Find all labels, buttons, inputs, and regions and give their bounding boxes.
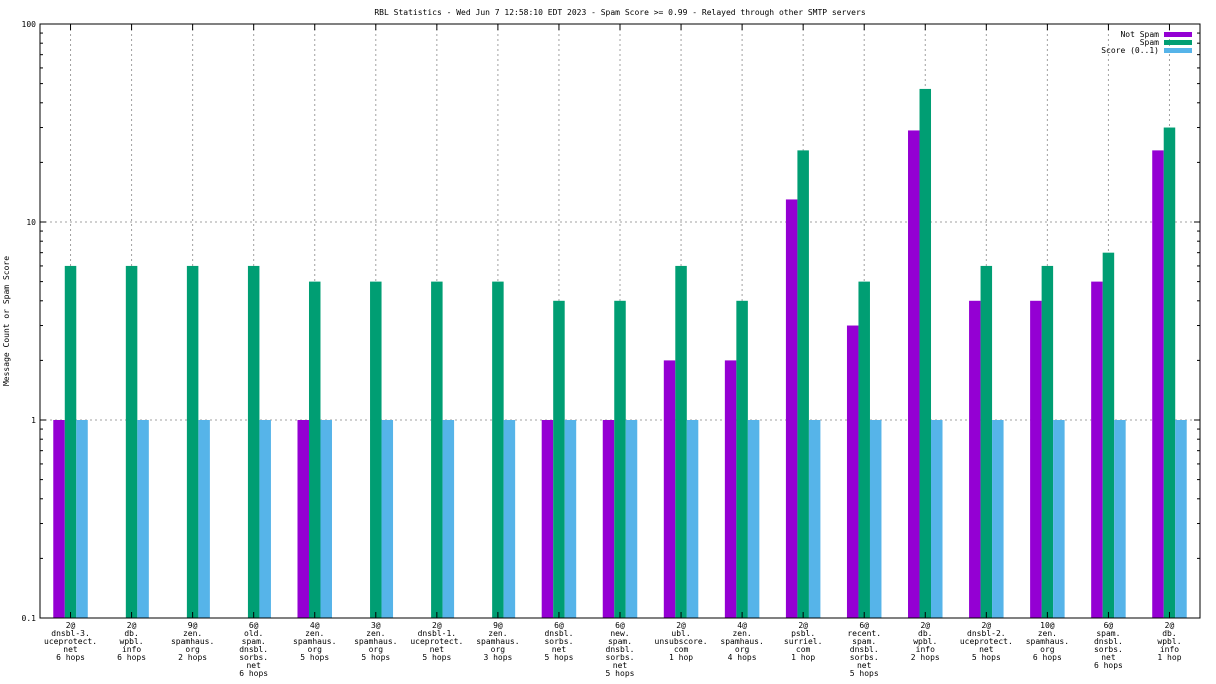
x-tick-label: 6@ recent. spam. dnsbl. sorbs. net 5 hops (847, 621, 881, 678)
bar-spam (1102, 252, 1115, 618)
chart-title: RBL Statistics - Wed Jun 7 12:58:10 EDT … (374, 8, 865, 17)
bar-spam (370, 281, 382, 618)
bar-spam (736, 300, 748, 618)
x-tick-label: 9@ zen. spamhaus. org 3 hops (476, 621, 519, 662)
bar-not-spam (1091, 281, 1103, 618)
y-tick-label: 100 (22, 20, 37, 29)
axes: 0.1 1 10 100 2@ dnsbl-3. uceprotect. net 6 hops 2… (22, 20, 1200, 678)
x-tick-label: 2@ db. wpbl. info 6 hops (117, 621, 146, 662)
bar-spam (1041, 265, 1054, 618)
y-tick-label: 0.1 (22, 614, 37, 623)
bar-not-spam (1030, 300, 1042, 618)
x-tick-label: 9@ zen. spamhaus. org 2 hops (171, 621, 214, 662)
bar-spam (247, 265, 260, 618)
bar-not-spam (53, 420, 65, 618)
bar-score-0-1 (931, 420, 943, 618)
x-tick-label: 2@ dnsbl-1. uceprotect. net 5 hops (410, 621, 463, 662)
bar-score-0-1 (686, 420, 699, 618)
bar-spam (64, 265, 77, 618)
bar-not-spam (297, 420, 309, 618)
bar-spam (492, 281, 504, 618)
x-tick-label: 2@ db. wpbl. info 1 hop (1157, 621, 1181, 662)
bar-not-spam (846, 325, 859, 618)
bar-spam (858, 281, 870, 618)
x-tick-label: 6@ dnsbl. sorbs. net 5 hops (544, 621, 573, 662)
bar-spam (919, 88, 932, 618)
bar-score-0-1 (320, 420, 332, 618)
legend-swatch (1164, 48, 1192, 53)
x-tick-label: 6@ spam. dnsbl. sorbs. net 6 hops (1094, 621, 1123, 670)
bar-score-0-1 (992, 420, 1004, 618)
x-tick-label: 2@ ubl. unsubscore. com 1 hop (655, 621, 708, 662)
bar-not-spam (908, 130, 920, 618)
legend-label: Spam (1140, 38, 1159, 47)
bar-spam (614, 300, 626, 618)
bar-not-spam (785, 199, 798, 618)
y-tick-label: 1 (31, 416, 36, 425)
bar-spam (431, 281, 443, 618)
x-tick-label: 2@ dnsbl-3. uceprotect. net 6 hops (44, 621, 97, 662)
bar-score-0-1 (198, 420, 210, 618)
bar-spam (308, 281, 321, 618)
bar-not-spam (1152, 150, 1164, 619)
bar-score-0-1 (137, 420, 149, 618)
bar-score-0-1 (747, 420, 760, 618)
x-tick-label: 3@ zen. spamhaus. org 5 hops (354, 621, 397, 662)
bar-not-spam (663, 360, 676, 618)
y-tick-label: 10 (26, 218, 36, 227)
bar-not-spam (969, 300, 981, 618)
x-tick-label: 10@ zen. spamhaus. org 6 hops (1026, 621, 1069, 662)
bar-not-spam (602, 420, 615, 618)
legend-swatch (1164, 32, 1192, 37)
bar-score-0-1 (259, 420, 271, 618)
bar-spam (797, 150, 809, 619)
bar-score-0-1 (1053, 420, 1065, 618)
bar-spam (125, 265, 138, 618)
x-tick-label: 6@ new. spam. dnsbl. sorbs. net 5 hops (606, 621, 635, 678)
bar-spam (186, 265, 199, 618)
bar-score-0-1 (442, 420, 455, 618)
bar-score-0-1 (625, 420, 638, 618)
x-tick-label: 2@ dnsbl-2. uceprotect. net 5 hops (960, 621, 1013, 662)
legend-label: Score (0..1) (1101, 46, 1159, 55)
legend-swatch (1164, 40, 1192, 45)
y-axis-label: Message Count or Spam Score (2, 256, 11, 386)
x-tick-label: 4@ zen. spamhaus. org 4 hops (720, 621, 763, 662)
bar-score-0-1 (808, 420, 821, 618)
x-tick-label: 4@ zen. spamhaus. org 5 hops (293, 621, 336, 662)
bar-not-spam (724, 360, 737, 618)
bar-not-spam (541, 420, 554, 618)
bar-spam (675, 265, 687, 618)
x-tick-label: 2@ db. wpbl. info 2 hops (911, 621, 940, 662)
bar-spam (553, 300, 565, 618)
legend-label: Not Spam (1120, 30, 1159, 39)
bar-spam (980, 265, 993, 618)
bar-spam (1163, 127, 1176, 618)
bar-score-0-1 (381, 420, 394, 618)
bars (53, 88, 1187, 619)
bar-score-0-1 (564, 420, 577, 618)
bar-score-0-1 (1114, 420, 1126, 618)
bar-score-0-1 (76, 420, 88, 618)
bar-score-0-1 (869, 420, 882, 618)
x-tick-label: 6@ old. spam. dnsbl. sorbs. net 6 hops (239, 621, 268, 678)
bar-score-0-1 (503, 420, 516, 618)
bar-score-0-1 (1175, 420, 1187, 618)
x-tick-label: 2@ psbl. surriel. com 1 hop (784, 621, 823, 662)
